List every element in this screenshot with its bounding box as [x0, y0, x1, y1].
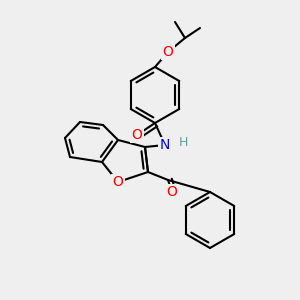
Text: O: O [112, 175, 123, 189]
Text: N: N [160, 138, 170, 152]
Text: O: O [163, 45, 173, 59]
Text: O: O [167, 185, 177, 199]
Text: O: O [132, 128, 142, 142]
Text: H: H [178, 136, 188, 149]
